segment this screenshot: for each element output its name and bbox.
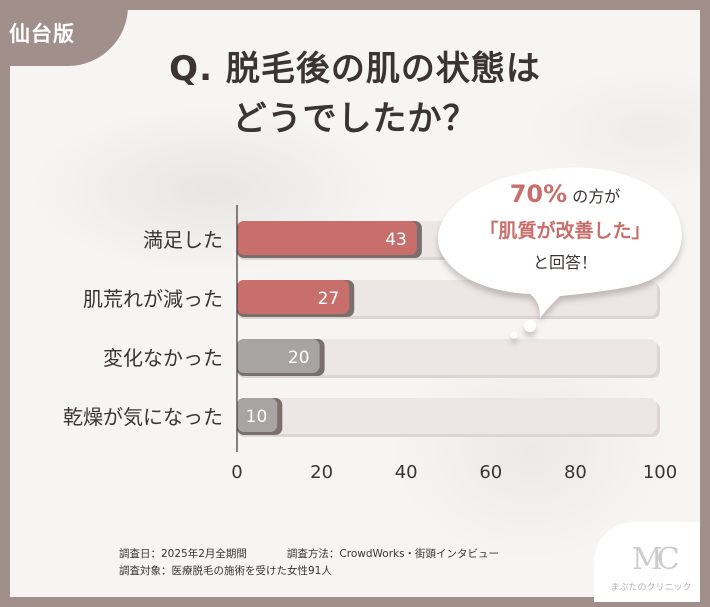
survey-notes: 調査日：2025年2月全期間 調査方法：CrowdWorks・街頭インタビュー 調…	[119, 546, 499, 580]
callout-text: 70% の方が 「肌質が改善した」 と回答！	[450, 176, 680, 279]
x-tick-label: 60	[479, 462, 502, 483]
survey-subjects: 調査対象：医療脱毛の施術を受けた女性91人	[119, 565, 332, 577]
x-tick-label: 80	[564, 462, 587, 483]
category-label: 満足した	[143, 228, 223, 252]
bar	[237, 221, 417, 255]
logo-clinic-name: まぶたのクリニック	[610, 583, 692, 593]
survey-method: 調査方法：CrowdWorks・街頭インタビュー	[286, 548, 500, 560]
survey-notes-row-1: 調査日：2025年2月全期間 調査方法：CrowdWorks・街頭インタビュー	[119, 546, 499, 563]
bar-value-label: 20	[288, 348, 310, 368]
bar	[237, 339, 320, 373]
region-badge-label: 仙台版	[9, 22, 75, 46]
category-label: 乾燥が気になった	[63, 405, 223, 429]
bar-track	[237, 339, 657, 375]
callout-percent: 70%	[509, 180, 568, 208]
callout-line-1: 70% の方が	[450, 176, 680, 215]
bar-value-label: 27	[318, 289, 340, 309]
bar	[237, 280, 350, 314]
bar-track	[237, 398, 657, 434]
x-tick-label: 100	[643, 462, 677, 483]
bar-value-label: 10	[246, 407, 268, 427]
x-tick-label: 40	[395, 462, 418, 483]
bar-value-label: 43	[385, 230, 407, 250]
survey-date: 調査日：2025年2月全期間	[119, 548, 247, 560]
callout-suffix: の方が	[572, 187, 621, 206]
category-label: 変化なかった	[103, 346, 223, 370]
clinic-logo: MC まぶたのクリニック	[594, 522, 700, 602]
callout-closing: と回答！	[532, 253, 597, 272]
x-tick-label: 0	[231, 462, 242, 483]
title-line-2: どうでしたか？	[232, 99, 478, 139]
title-line-1: Q. 脱毛後の肌の状態は	[169, 49, 541, 89]
page-title: Q. 脱毛後の肌の状態は どうでしたか？	[0, 44, 710, 144]
category-label: 肌荒れが減った	[83, 287, 223, 311]
logo-mark: MC	[632, 542, 680, 577]
x-tick-label: 20	[310, 462, 333, 483]
bar	[237, 398, 278, 432]
callout-highlight: 「肌質が改善した」	[479, 220, 651, 242]
